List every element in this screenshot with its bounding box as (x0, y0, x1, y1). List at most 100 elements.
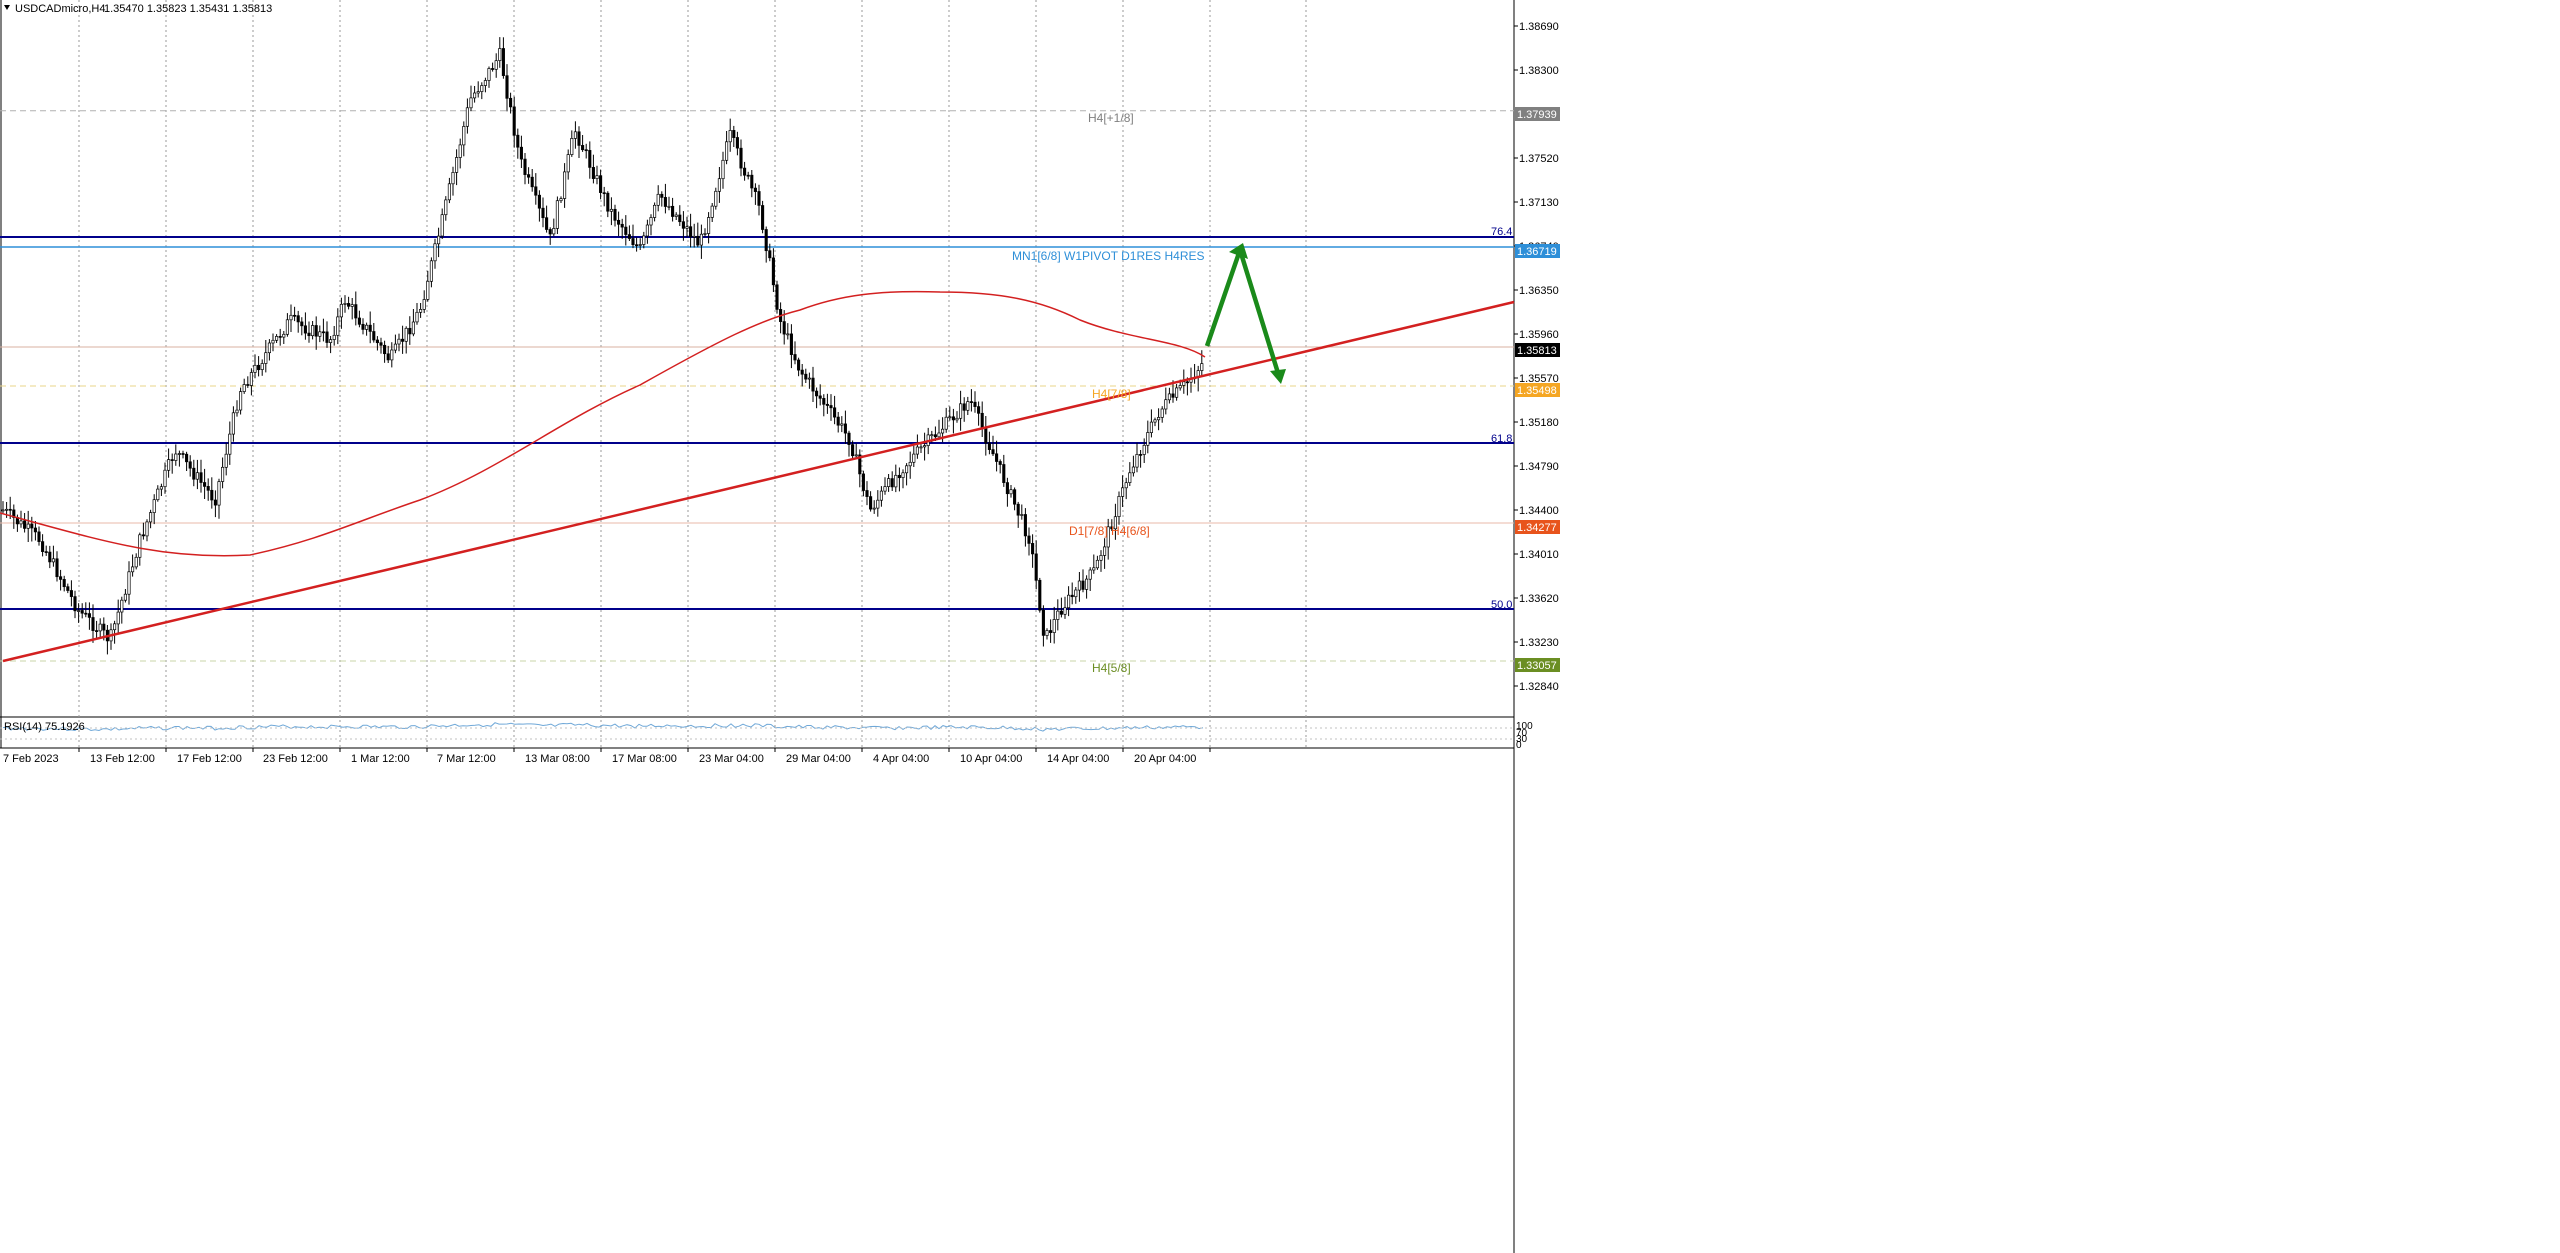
time-axis-label: 23 Feb 12:00 (263, 753, 328, 765)
candle-body (138, 534, 142, 558)
candle-body (462, 126, 466, 146)
candle-body (289, 314, 293, 321)
candle-body (969, 401, 973, 403)
candle-body (397, 338, 401, 345)
candle-body (1013, 489, 1017, 505)
candle-body (653, 204, 657, 218)
price-tag-h4-58 (1515, 658, 1560, 672)
candle-body (527, 174, 531, 178)
candle-body (386, 353, 390, 361)
candle-body (41, 541, 45, 552)
candle-body (649, 217, 653, 226)
candle-body (570, 138, 574, 155)
candle-body (260, 363, 264, 370)
candle-body (764, 229, 768, 252)
candle-body (1059, 610, 1063, 615)
candle-body (944, 416, 948, 430)
candle-body (1153, 419, 1157, 423)
candle-body (843, 423, 847, 434)
candle-body (84, 612, 88, 615)
candle-body (552, 228, 556, 235)
candle-body (995, 453, 999, 462)
candle-body (141, 534, 145, 537)
candle-body (372, 331, 376, 341)
candle-body (447, 183, 451, 201)
candle-body (689, 226, 693, 238)
candle-body (491, 68, 495, 70)
candle-body (703, 233, 707, 235)
candle-body (257, 364, 261, 371)
candle-body (217, 481, 221, 506)
candle-body (836, 416, 840, 426)
candle-body (588, 150, 592, 168)
candle-body (1106, 526, 1110, 548)
candle-body (357, 317, 361, 325)
candle-body (501, 48, 505, 76)
candle-body (271, 339, 275, 344)
rsi-scale-30: 30 (1516, 734, 1528, 745)
candle-body (1103, 546, 1107, 556)
candle-body (537, 194, 541, 209)
time-axis-label: 17 Feb 12:00 (177, 753, 242, 765)
candle-body (1182, 381, 1186, 386)
candle-body (1005, 482, 1009, 495)
candle-body (242, 384, 246, 392)
candle-body (753, 187, 757, 192)
candle-body (1117, 496, 1121, 517)
candle-body (62, 579, 66, 588)
candle-body (1027, 535, 1031, 544)
candle-body (422, 299, 426, 310)
candle-body (563, 171, 567, 199)
candle-body (1002, 464, 1006, 483)
candle-body (635, 244, 639, 247)
candle-body (66, 586, 70, 591)
candle-body (1056, 610, 1060, 620)
candle-body (595, 175, 599, 179)
candle-body (5, 508, 9, 511)
candle-body (195, 472, 199, 480)
candle-body (26, 523, 30, 529)
candle-body (530, 176, 534, 188)
candle-body (761, 205, 765, 230)
candle-body (73, 596, 77, 612)
candle-body (696, 235, 700, 246)
candle-body (966, 401, 970, 411)
candle-body (1092, 567, 1096, 571)
moving-average-line (0, 290, 1206, 557)
candle-body (188, 461, 192, 469)
candle-body (444, 199, 448, 216)
candle-body (249, 372, 253, 386)
rsi-line (2, 722, 1204, 732)
candle-body (1031, 543, 1035, 555)
candle-body (177, 453, 181, 455)
candle-body (44, 551, 48, 553)
trend-line (2, 300, 1515, 663)
candle-body (152, 499, 156, 513)
candle-body (156, 488, 160, 501)
candle-body (1099, 555, 1103, 561)
symbol-label: USDCADmicro,H4 (15, 3, 105, 15)
chevron-down-icon[interactable] (4, 5, 10, 10)
candle-body (869, 496, 873, 510)
fib-label-764: 76.4 (1491, 226, 1512, 238)
candle-body (545, 217, 549, 230)
candle-body (282, 333, 286, 338)
candle-body (671, 205, 675, 217)
candle-body (1088, 569, 1092, 580)
candle-body (465, 107, 469, 127)
candle-body (606, 192, 610, 212)
candle-body (1020, 514, 1024, 516)
candle-body (948, 416, 952, 419)
candle-body (516, 134, 520, 148)
price-tag-d1-78-text: 1.34277 (1517, 522, 1557, 534)
candle-body (30, 523, 34, 529)
candle-body (559, 198, 563, 202)
candle-body (883, 486, 887, 492)
price-tag-h4-plus18-text: 1.37939 (1517, 109, 1557, 121)
candle-body (224, 453, 228, 468)
candle-body (851, 444, 855, 457)
candle-body (494, 60, 498, 70)
candle-body (102, 623, 106, 631)
